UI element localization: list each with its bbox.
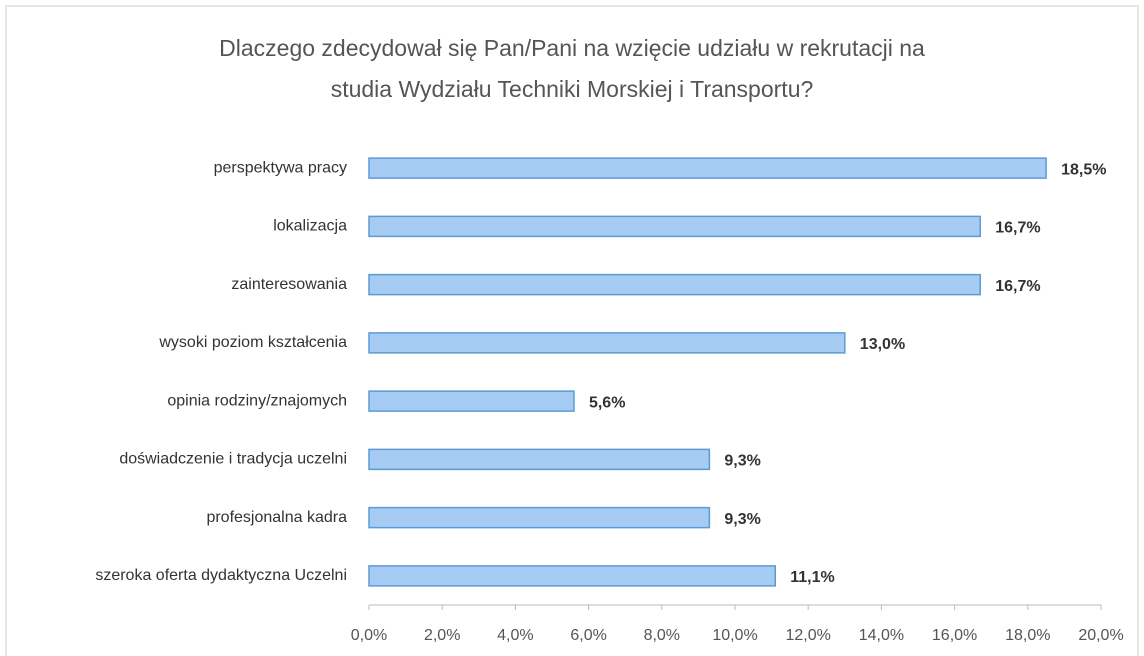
value-label: 16,7% [995, 220, 1040, 237]
bar [368, 565, 777, 587]
x-tick-label: 4,0% [497, 627, 533, 644]
y-tick-label: doświadczenie i tradycja uczelni [119, 451, 347, 468]
chart-frame [5, 5, 1139, 656]
chart-title: studia Wydziału Techniki Morskiej i Tran… [331, 76, 814, 102]
x-tick-label: 18,0% [1005, 627, 1050, 644]
y-tick-label: szeroka oferta dydaktyczna Uczelni [95, 567, 347, 584]
value-label: 18,5% [1061, 161, 1106, 178]
bar [368, 448, 711, 471]
bar [368, 215, 981, 238]
y-tick-label: wysoki poziom kształcenia [158, 334, 347, 351]
y-tick-label: lokalizacja [273, 218, 347, 235]
x-tick-label: 2,0% [424, 627, 460, 644]
value-label: 9,3% [724, 511, 760, 528]
x-tick-label: 20,0% [1078, 627, 1123, 644]
value-label: 11,1% [790, 569, 834, 586]
value-label: 16,7% [995, 278, 1040, 295]
value-label: 13,0% [860, 336, 905, 353]
x-tick-label: 6,0% [570, 627, 606, 644]
x-tick-label: 12,0% [786, 627, 831, 644]
x-tick-label: 10,0% [712, 627, 757, 644]
x-tick-label: 0,0% [351, 627, 387, 644]
y-tick-label: zainteresowania [231, 276, 347, 293]
bar [368, 506, 711, 529]
x-tick-label: 16,0% [932, 627, 977, 644]
x-tick-label: 8,0% [644, 627, 680, 644]
bar [368, 390, 575, 412]
value-label: 9,3% [724, 453, 760, 470]
y-tick-label: opinia rodziny/znajomych [167, 392, 347, 409]
bar [368, 273, 981, 296]
y-tick-label: perspektywa pracy [214, 159, 347, 176]
bar [368, 332, 846, 354]
bar [368, 157, 1047, 179]
y-tick-label: profesjonalna kadra [206, 509, 347, 526]
chart-title: Dlaczego zdecydował się Pan/Pani na wzię… [219, 35, 925, 61]
value-label: 5,6% [589, 394, 625, 411]
x-tick-label: 14,0% [859, 627, 904, 644]
